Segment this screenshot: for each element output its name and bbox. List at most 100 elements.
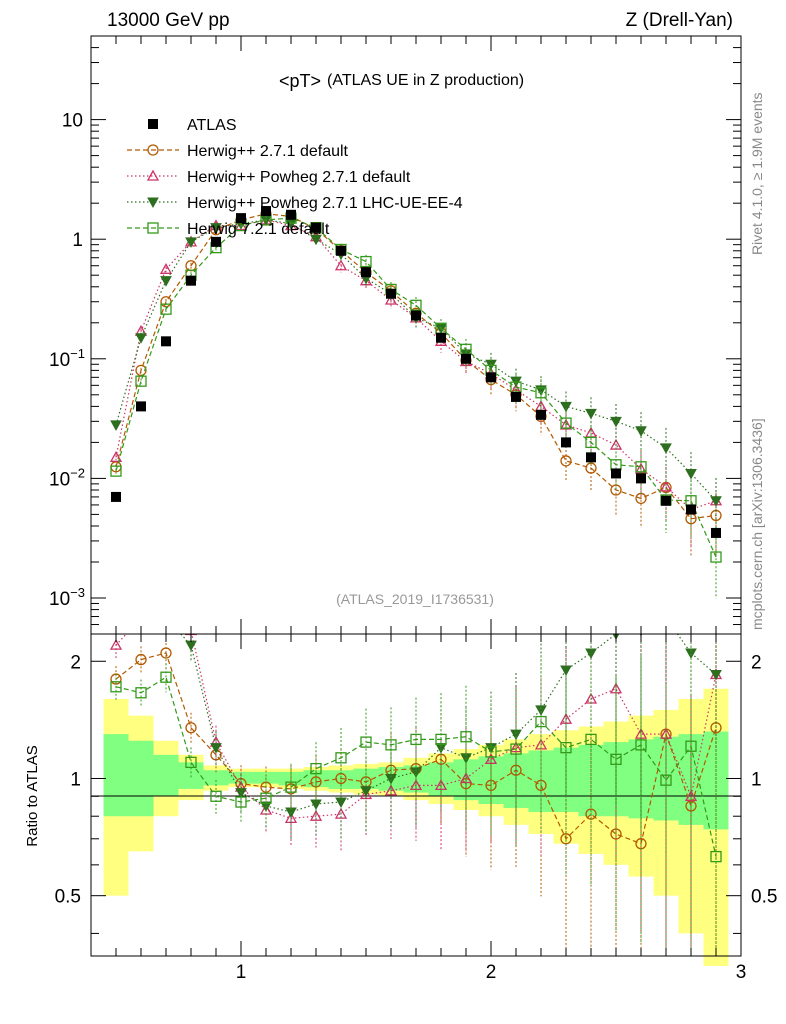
series-4-ratio-point bbox=[710, 850, 722, 863]
data-point bbox=[711, 527, 721, 538]
series-4-ratio-point bbox=[135, 687, 147, 699]
ratio-y-tick-label-right: 2 bbox=[751, 652, 762, 673]
data-point bbox=[411, 310, 421, 321]
data-point bbox=[361, 267, 371, 278]
series-3-ratio-point bbox=[535, 705, 547, 716]
series-4-point bbox=[160, 303, 172, 315]
data-point bbox=[536, 409, 546, 420]
series-3-ratio-point bbox=[360, 786, 372, 797]
series-2-ratio-point bbox=[161, 613, 171, 622]
main-y-tick-label: 1 bbox=[72, 230, 83, 251]
series-3-point bbox=[635, 426, 647, 437]
series-2-ratio-point bbox=[409, 779, 423, 791]
series-1-point bbox=[135, 364, 147, 377]
series-3-ratio-point bbox=[310, 799, 322, 811]
series-3-ratio-point bbox=[335, 797, 347, 809]
series-4-ratio-point bbox=[435, 733, 447, 746]
series-2-ratio-point bbox=[684, 789, 698, 801]
series-3-point bbox=[560, 401, 572, 413]
ratio-band-inner bbox=[128, 740, 154, 817]
series-4-ratio-point bbox=[685, 740, 697, 752]
series-3-point bbox=[685, 468, 697, 480]
ratio-y-tick-label: 0.5 bbox=[55, 887, 81, 908]
series-4-ratio-point bbox=[610, 753, 622, 765]
series-4-ratio-point bbox=[660, 774, 672, 786]
legend-marker-series-4 bbox=[147, 222, 159, 234]
series-4-point bbox=[135, 375, 147, 387]
series-4-ratio-point bbox=[385, 739, 397, 751]
data-point bbox=[486, 372, 496, 383]
header-right: Z (Drell-Yan) bbox=[626, 10, 733, 31]
series-1-point bbox=[560, 455, 572, 467]
series-3-ratio-point bbox=[111, 614, 121, 623]
ratio-band-inner bbox=[103, 734, 129, 817]
series-4-point bbox=[360, 255, 372, 268]
data-point bbox=[311, 222, 321, 233]
legend-marker-series-1 bbox=[147, 144, 159, 156]
data-point bbox=[336, 245, 346, 256]
series-4-point bbox=[585, 436, 597, 449]
series-1-ratio-point bbox=[160, 647, 172, 659]
analysis-id: (ATLAS_2019_I1736531) bbox=[336, 591, 494, 607]
ratio-band-inner bbox=[203, 770, 229, 786]
x-tick-label: 3 bbox=[736, 962, 747, 983]
ratio-y-tick-label-right: 0.5 bbox=[751, 887, 777, 908]
series-4-point bbox=[560, 417, 572, 429]
ratio-y-tick-label-right: 1 bbox=[751, 769, 762, 790]
series-2-ratio-point bbox=[109, 638, 123, 650]
series-4-ratio-point bbox=[185, 756, 197, 769]
series-3-point bbox=[710, 496, 722, 507]
series-4-point bbox=[110, 465, 122, 477]
series-2-point bbox=[334, 259, 348, 271]
ratio-band-inner bbox=[328, 770, 354, 789]
version-label: Rivet 4.1.0, ≥ 1.9M events bbox=[749, 92, 765, 255]
series-4-line bbox=[115, 217, 717, 558]
series-4-point bbox=[635, 461, 647, 473]
legend-marker-data bbox=[148, 119, 158, 129]
data-point bbox=[586, 452, 596, 463]
series-3-point bbox=[185, 237, 197, 248]
series-3-point bbox=[610, 416, 622, 428]
plot-title-sub: (ATLAS UE in Z production) bbox=[327, 72, 524, 89]
legend-marker-series-3 bbox=[147, 197, 159, 209]
series-4-ratio-point bbox=[460, 731, 472, 743]
series-2-ratio-point bbox=[484, 752, 498, 764]
series-3-line bbox=[115, 219, 717, 502]
series-2-point bbox=[109, 450, 123, 462]
data-point bbox=[436, 332, 446, 343]
main-y-tick-label: 10−1 bbox=[49, 346, 85, 371]
source-label: mcplots.cern.ch [arXiv:1306.3436] bbox=[749, 418, 765, 630]
legend-label-series-4: Herwig 7.2.1 default bbox=[187, 221, 330, 238]
series-3-point bbox=[310, 234, 322, 246]
ratio-ylabel: Ratio to ATLAS bbox=[24, 745, 41, 846]
series-3-point bbox=[110, 420, 122, 431]
series-3-ratio-point bbox=[161, 614, 171, 623]
series-4-ratio-point bbox=[210, 790, 222, 802]
series-2-line bbox=[115, 219, 717, 511]
x-tick-label: 1 bbox=[236, 962, 247, 983]
series-3-ratio-point bbox=[435, 743, 447, 754]
series-3-ratio-point bbox=[385, 773, 397, 785]
data-point bbox=[261, 206, 271, 217]
series-2-ratio-point bbox=[136, 613, 146, 622]
data-point bbox=[461, 353, 471, 364]
series-3-ratio-point bbox=[585, 648, 597, 660]
series-3-ratio-point bbox=[410, 767, 422, 778]
series-4-ratio-point bbox=[260, 792, 272, 804]
series-4-ratio-point bbox=[335, 752, 347, 764]
data-point bbox=[661, 495, 671, 506]
series-4-ratio-point bbox=[235, 796, 247, 808]
ratio-y-tick-label: 1 bbox=[70, 769, 81, 790]
legend-marker-series-2 bbox=[146, 169, 160, 181]
series-2-point bbox=[159, 262, 173, 274]
series-1-ratio-point bbox=[135, 653, 147, 666]
main-y-tick-label: 10−2 bbox=[49, 465, 85, 490]
data-point bbox=[611, 468, 621, 479]
series-4-ratio-point bbox=[160, 671, 172, 683]
ratio-y-tick-label: 2 bbox=[70, 652, 81, 673]
series-2-ratio-point bbox=[509, 741, 523, 753]
header-left: 13000 GeV pp bbox=[107, 10, 230, 31]
plot-title-main: <pT> bbox=[279, 71, 321, 91]
main-y-tick-label: 10−3 bbox=[49, 585, 85, 610]
